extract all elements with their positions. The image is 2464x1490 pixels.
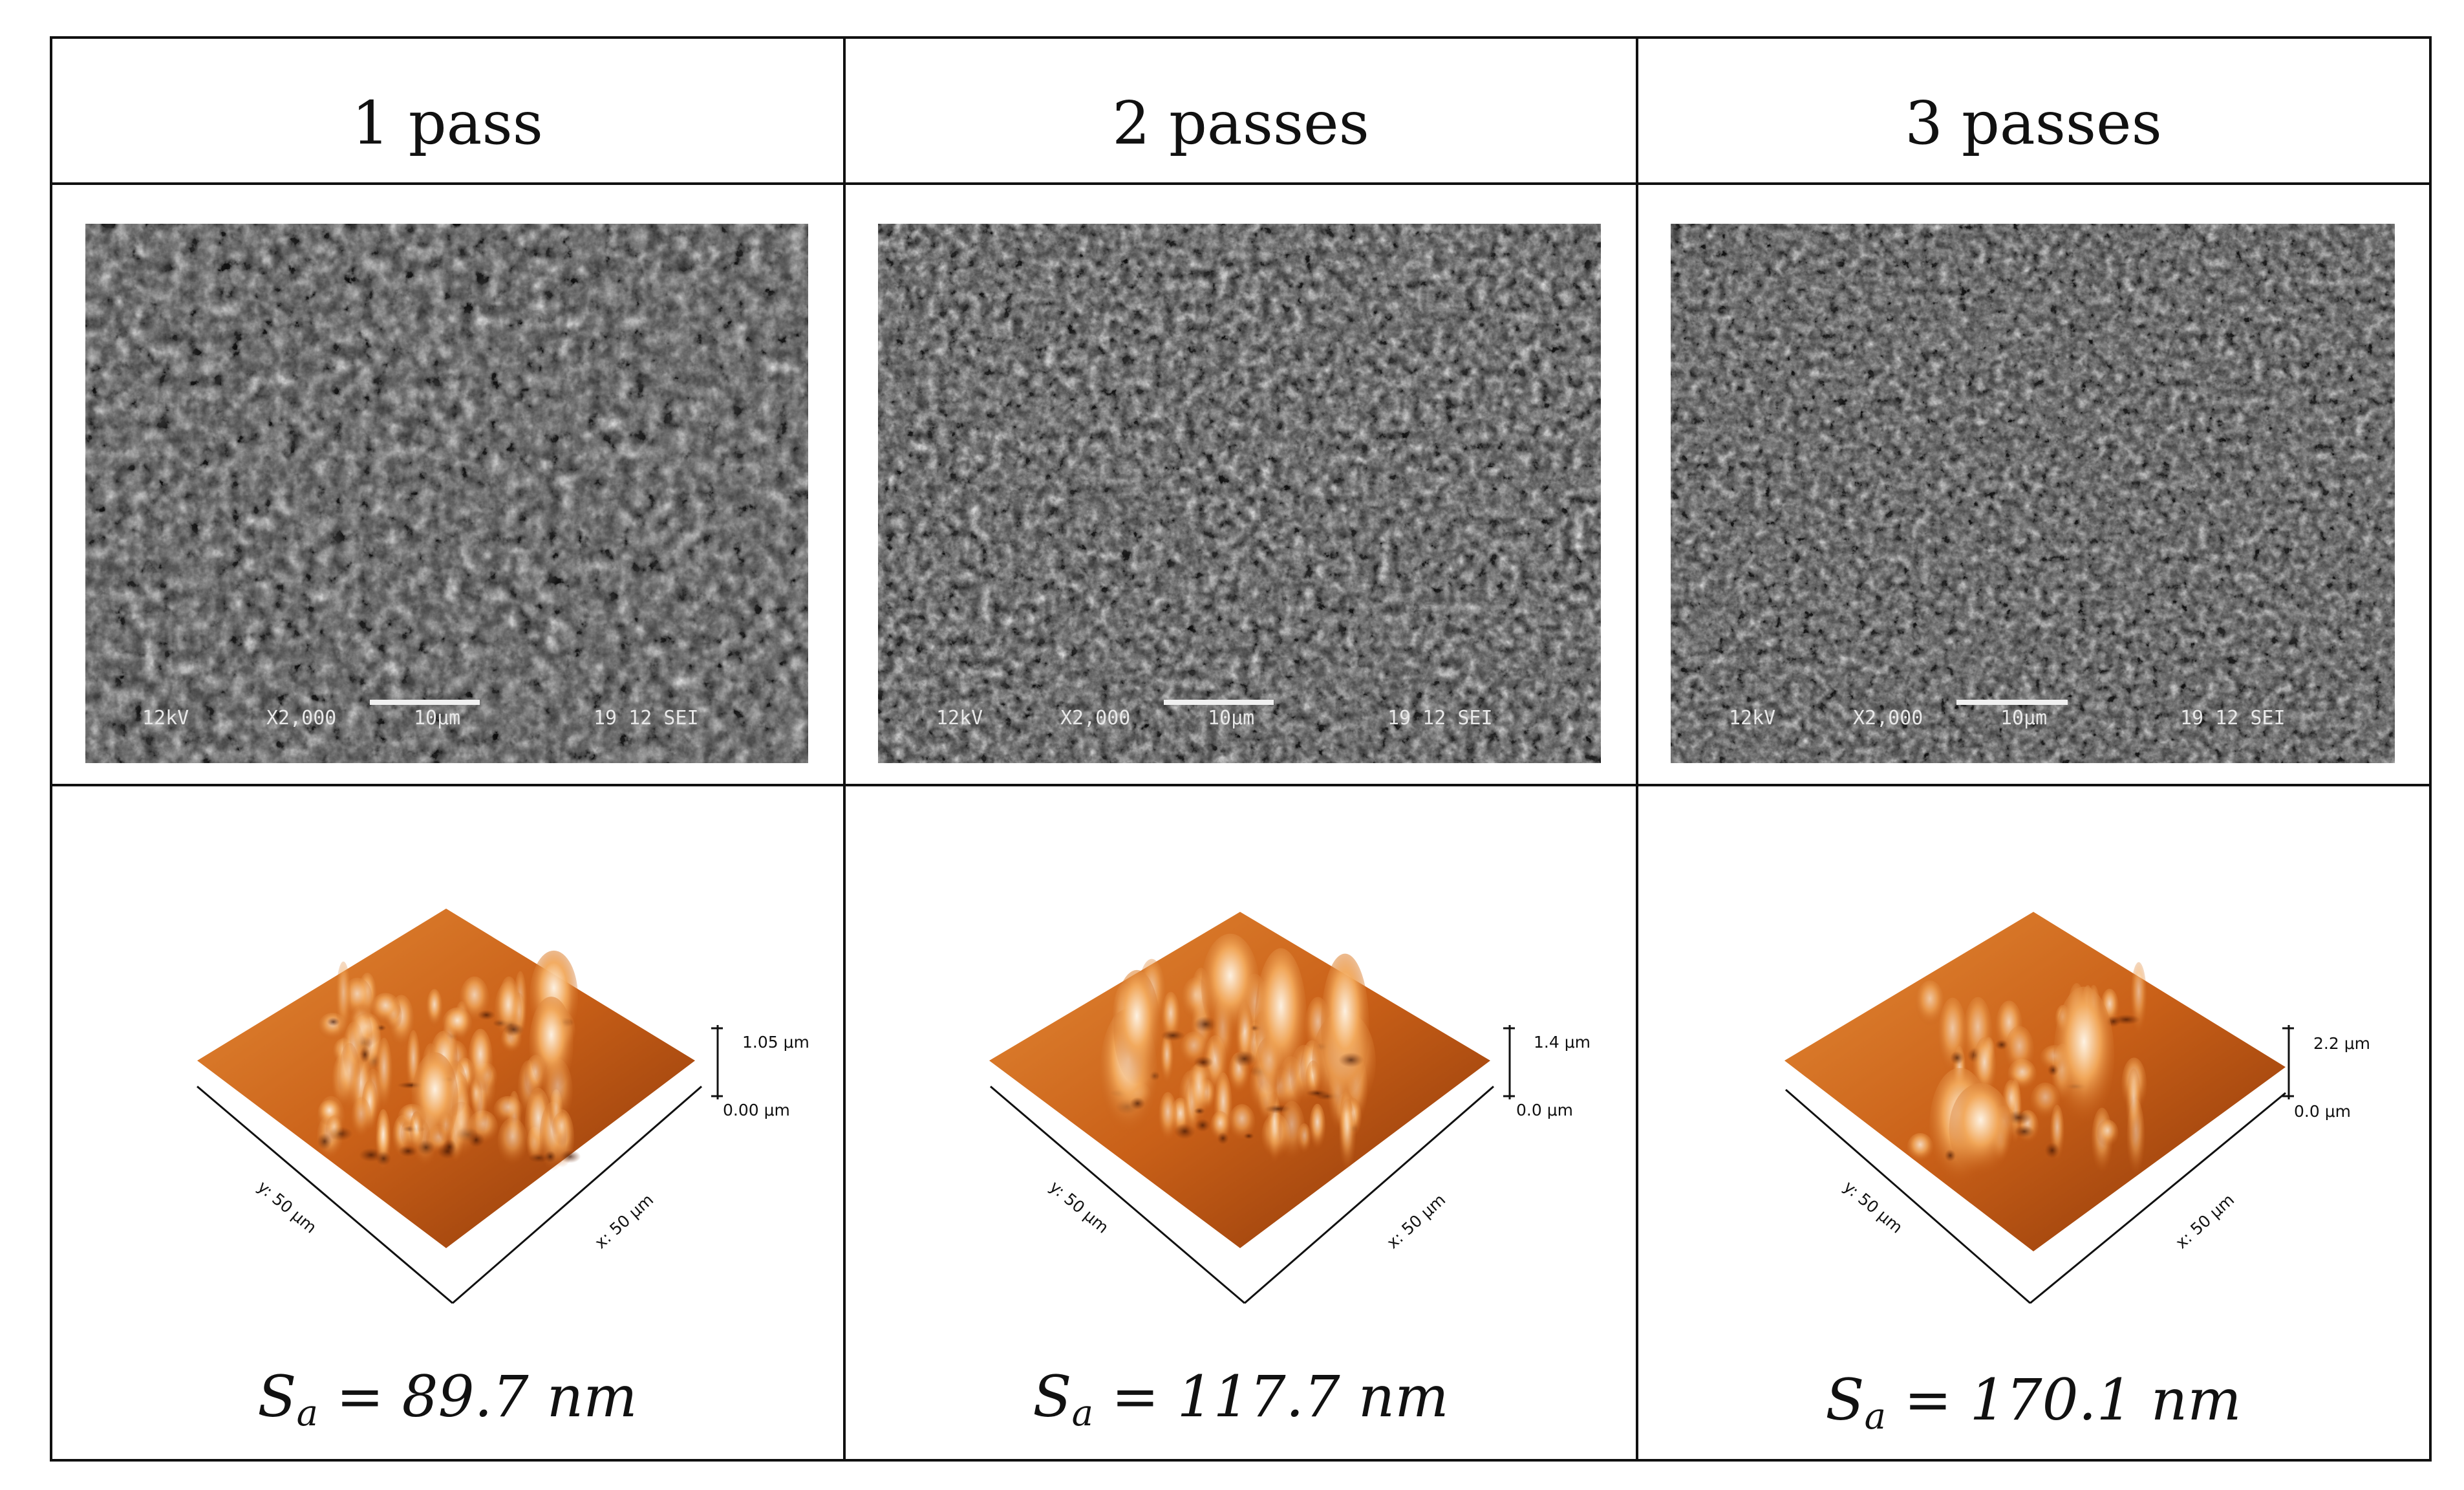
afm-x-axis-line-1: [452, 1085, 702, 1304]
afm-pit: [1217, 1132, 1229, 1145]
sem-code-3: 19 12 SEI: [2180, 707, 2286, 729]
sem-scale-label-3: 10μm: [2000, 707, 2047, 729]
afm-z-max-2: 1.4 μm: [1534, 1033, 1591, 1052]
afm-peak: [2097, 1119, 2119, 1147]
afm-peak: [1278, 1101, 1305, 1160]
sem-magnification-3: X2,000: [1853, 707, 1923, 729]
afm-plot-1: 1.05 μm 0.00 μm y: 50 μm x: 50 μm: [197, 909, 809, 1304]
afm-y-axis-line-2: [990, 1085, 1245, 1304]
afm-pit: [1194, 1107, 1206, 1115]
sem-code-2: 19 12 SEI: [1387, 707, 1493, 729]
afm-y-label-1: y: 50 μm: [254, 1177, 320, 1237]
sem-voltage-1: 12kV: [142, 707, 189, 729]
sem-scale-bar-3: [1956, 700, 2068, 705]
afm-pit: [1233, 1050, 1256, 1067]
sem-scale-label-2: 10μm: [1208, 707, 1254, 729]
afm-pit: [376, 1151, 392, 1166]
afm-peak: [467, 1028, 493, 1092]
afm-surface-3: [1784, 912, 2286, 1251]
column-header-3: 3 passes: [1905, 89, 2162, 158]
table-grid: [50, 36, 2432, 1462]
sem-scale-bar-2: [1164, 700, 1274, 705]
afm-peak: [1228, 1104, 1256, 1141]
afm-peak: [442, 1007, 473, 1040]
afm-plot-3: 2.2 μm 0.0 μm y: 50 μm x: 50 μm: [1784, 912, 2370, 1304]
afm-pit: [1194, 1055, 1214, 1069]
afm-pit: [2044, 1142, 2060, 1159]
afm-z-min-1: 0.00 μm: [723, 1101, 790, 1119]
afm-pit: [1243, 1132, 1254, 1139]
afm-peak: [1201, 933, 1259, 1039]
sa-value-1: Sa = 89.7 nm: [257, 1363, 637, 1434]
afm-peak: [493, 1096, 523, 1124]
afm-peak: [1158, 1092, 1177, 1142]
sem-voltage-3: 12kV: [1729, 707, 1775, 729]
sem-voltage-2: 12kV: [936, 707, 983, 729]
afm-peak: [1309, 1103, 1326, 1150]
sa-value-2: Sa = 117.7 nm: [1033, 1363, 1448, 1434]
afm-z-min-2: 0.0 μm: [1516, 1101, 1573, 1119]
afm-x-label-3: x: 50 μm: [2172, 1191, 2238, 1253]
afm-plot-2: 1.4 μm 0.0 μm y: 50 μm x: 50 μm: [989, 912, 1591, 1304]
afm-peak: [351, 1097, 372, 1139]
afm-z-max-1: 1.05 μm: [742, 1033, 809, 1052]
afm-y-label-2: y: 50 μm: [1046, 1177, 1112, 1237]
afm-pit: [1130, 1097, 1146, 1110]
sem-magnification-2: X2,000: [1060, 707, 1130, 729]
afm-peak: [336, 961, 351, 1039]
afm-peak: [2030, 1083, 2061, 1119]
afm-pit: [1160, 1030, 1186, 1041]
afm-peak: [411, 1052, 458, 1145]
sa-value-3: Sa = 170.1 nm: [1825, 1366, 2241, 1438]
afm-peak: [2004, 1026, 2035, 1076]
afm-peak: [1160, 1034, 1174, 1085]
afm-y-axis-line-3: [1785, 1088, 2031, 1304]
afm-peak: [2053, 986, 2115, 1124]
afm-pit: [503, 1022, 524, 1037]
afm-pit: [2014, 1125, 2035, 1138]
afm-z-min-3: 0.0 μm: [2294, 1102, 2351, 1121]
sem-scale-bar-1: [370, 700, 480, 705]
column-header-1: 1 pass: [352, 89, 543, 158]
afm-x-label-2: x: 50 μm: [1383, 1191, 1449, 1253]
sem-image-2: 12kV X2,000 10μm 19 12 SEI: [878, 224, 1601, 763]
afm-pit: [559, 1150, 581, 1163]
afm-pit: [1944, 1149, 1956, 1162]
afm-x-axis-line-3: [2030, 1092, 2286, 1304]
afm-peak: [529, 997, 573, 1093]
afm-peak: [1189, 1062, 1209, 1123]
afm-pit: [1950, 1051, 1964, 1065]
afm-peak: [370, 993, 401, 1024]
afm-peak: [1255, 948, 1307, 1093]
afm-peak: [1113, 969, 1161, 1085]
afm-peak: [552, 1112, 571, 1146]
sem-image-3: 12kV X2,000 10μm 19 12 SEI: [1671, 224, 2395, 763]
afm-x-axis-line-2: [1244, 1085, 1494, 1304]
afm-peak: [1915, 980, 1945, 1026]
afm-peak: [1949, 1083, 2013, 1176]
afm-peak: [426, 989, 443, 1028]
sem-code-1: 19 12 SEI: [594, 707, 699, 729]
sem-magnification-1: X2,000: [266, 707, 336, 729]
afm-peak: [1339, 1098, 1356, 1172]
afm-x-label-1: x: 50 μm: [591, 1191, 657, 1253]
afm-pit: [327, 1017, 340, 1026]
afm-peak: [376, 1037, 392, 1112]
afm-peak: [1907, 1133, 1934, 1162]
afm-pit: [477, 1010, 496, 1020]
column-header-2: 2 passes: [1112, 89, 1369, 158]
afm-pit: [359, 1046, 370, 1063]
sem-scale-label-1: 10μm: [414, 707, 460, 729]
sem-image-1: 12kV X2,000 10μm 19 12 SEI: [85, 224, 808, 763]
afm-peak: [497, 1118, 528, 1165]
afm-z-max-3: 2.2 μm: [2313, 1034, 2370, 1053]
afm-y-axis-line-1: [197, 1085, 453, 1304]
afm-pit: [442, 1139, 457, 1155]
afm-peak: [1321, 953, 1369, 1097]
afm-peak: [2126, 1068, 2141, 1142]
afm-pit: [544, 1150, 557, 1163]
afm-pit: [317, 1132, 332, 1150]
afm-pit: [1338, 1052, 1364, 1068]
